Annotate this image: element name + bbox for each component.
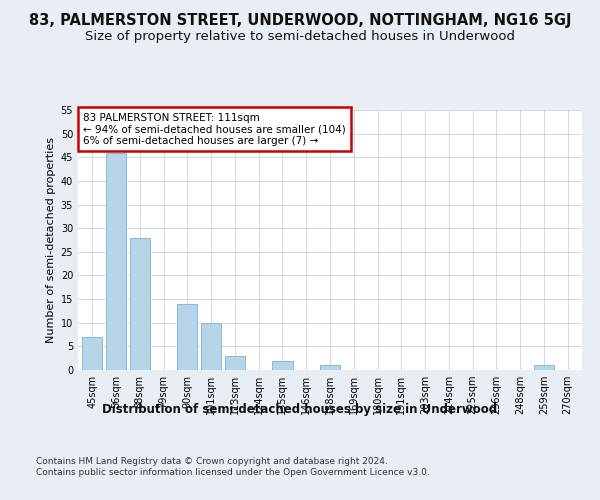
Text: Size of property relative to semi-detached houses in Underwood: Size of property relative to semi-detach… <box>85 30 515 43</box>
Text: Contains HM Land Registry data © Crown copyright and database right 2024.
Contai: Contains HM Land Registry data © Crown c… <box>36 458 430 477</box>
Y-axis label: Number of semi-detached properties: Number of semi-detached properties <box>46 137 56 343</box>
Text: 83, PALMERSTON STREET, UNDERWOOD, NOTTINGHAM, NG16 5GJ: 83, PALMERSTON STREET, UNDERWOOD, NOTTIN… <box>29 12 571 28</box>
Text: 83 PALMERSTON STREET: 111sqm
← 94% of semi-detached houses are smaller (104)
6% : 83 PALMERSTON STREET: 111sqm ← 94% of se… <box>83 112 346 146</box>
Bar <box>130 238 150 370</box>
Bar <box>106 152 126 370</box>
Text: Distribution of semi-detached houses by size in Underwood: Distribution of semi-detached houses by … <box>103 402 497 415</box>
Bar <box>177 304 197 370</box>
Bar <box>225 356 245 370</box>
Bar <box>320 366 340 370</box>
Bar <box>82 337 103 370</box>
Bar <box>272 360 293 370</box>
Bar <box>534 366 554 370</box>
Bar <box>201 322 221 370</box>
